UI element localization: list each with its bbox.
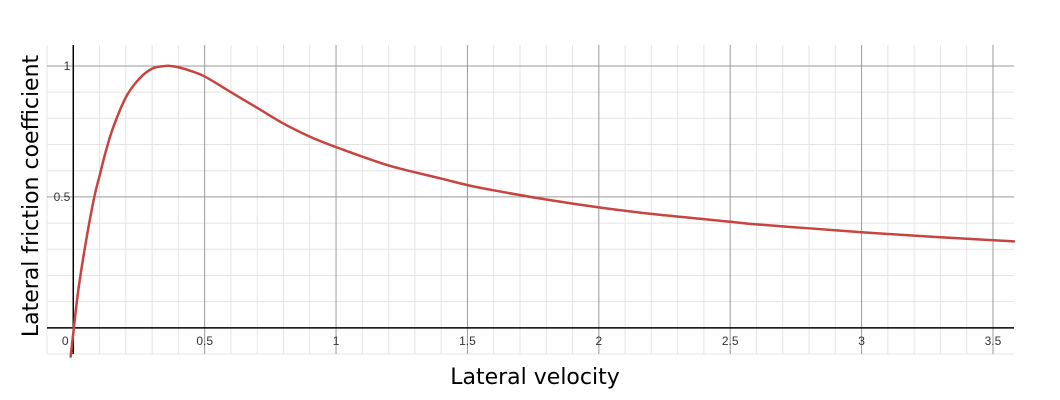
x-tick-label: 0.5 <box>196 334 213 348</box>
y-tick-label: 1 <box>64 59 71 73</box>
series-layer <box>69 64 1016 358</box>
minor-grid <box>46 45 1014 355</box>
x-tick-label: 0 <box>62 334 69 348</box>
x-axis-label: Lateral velocity <box>450 365 620 390</box>
x-tick-label: 1.5 <box>459 334 476 348</box>
x-tick-label: 3 <box>858 334 865 348</box>
x-tick-label: 2 <box>595 334 602 348</box>
y-axis-label: Lateral friction coefficient <box>19 54 44 337</box>
x-tick-label: 2.5 <box>722 334 739 348</box>
x-tick-label: 3.5 <box>985 334 1002 348</box>
major-grid <box>47 45 1014 354</box>
series-line <box>69 64 1016 358</box>
y-tick-label: 0.5 <box>54 190 71 204</box>
x-tick-label: 1 <box>333 334 340 348</box>
tick-labels: 0 0.5 1 1.5 2 2.5 3 3.5 0.5 1 <box>54 59 1002 348</box>
axes <box>47 45 1014 354</box>
